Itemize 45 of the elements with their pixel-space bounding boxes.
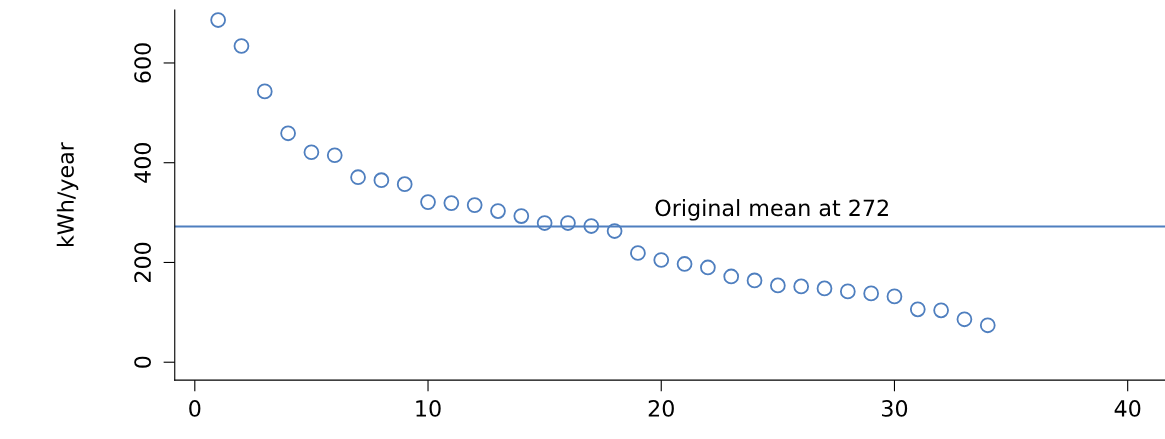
x-tick-label: 0: [189, 400, 201, 417]
point: [956, 311, 973, 328]
point: [630, 245, 646, 261]
point: [793, 278, 810, 295]
x-tick-label: 30: [882, 400, 908, 417]
point: [280, 125, 296, 142]
y-tick-label: 600: [134, 43, 151, 83]
point: [909, 301, 926, 318]
ref-line-label: Original mean at 272: [655, 199, 888, 221]
point: [466, 197, 483, 213]
point: [583, 218, 600, 234]
point: [746, 272, 763, 289]
point: [373, 172, 390, 189]
point: [210, 12, 226, 28]
point: [700, 259, 716, 276]
point: [560, 215, 576, 231]
point: [536, 215, 553, 231]
point: [863, 285, 879, 302]
point: [303, 144, 320, 161]
point: [839, 283, 856, 300]
point: [816, 280, 833, 297]
x-tick-label: 40: [1114, 400, 1141, 417]
point: [606, 223, 623, 239]
point: [326, 147, 343, 164]
point: [443, 195, 460, 211]
point: [676, 256, 693, 272]
point: [350, 169, 366, 186]
point: [933, 302, 949, 319]
point: [233, 38, 250, 54]
point: [256, 83, 273, 100]
point: [770, 277, 786, 294]
point: [723, 268, 740, 285]
point: [979, 317, 996, 334]
point: [490, 203, 506, 219]
x-tick-label: 20: [648, 400, 674, 417]
y-tick-label: 0: [134, 356, 151, 368]
x-tick-label: 10: [416, 400, 441, 417]
point: [420, 194, 436, 210]
y-axis-title: kWh/year: [56, 142, 79, 247]
point: [513, 208, 530, 224]
point: [396, 176, 413, 193]
y-tick-label: 400: [134, 142, 151, 183]
y-tick-label: 200: [134, 242, 151, 283]
point: [653, 252, 670, 268]
point: [886, 288, 903, 305]
